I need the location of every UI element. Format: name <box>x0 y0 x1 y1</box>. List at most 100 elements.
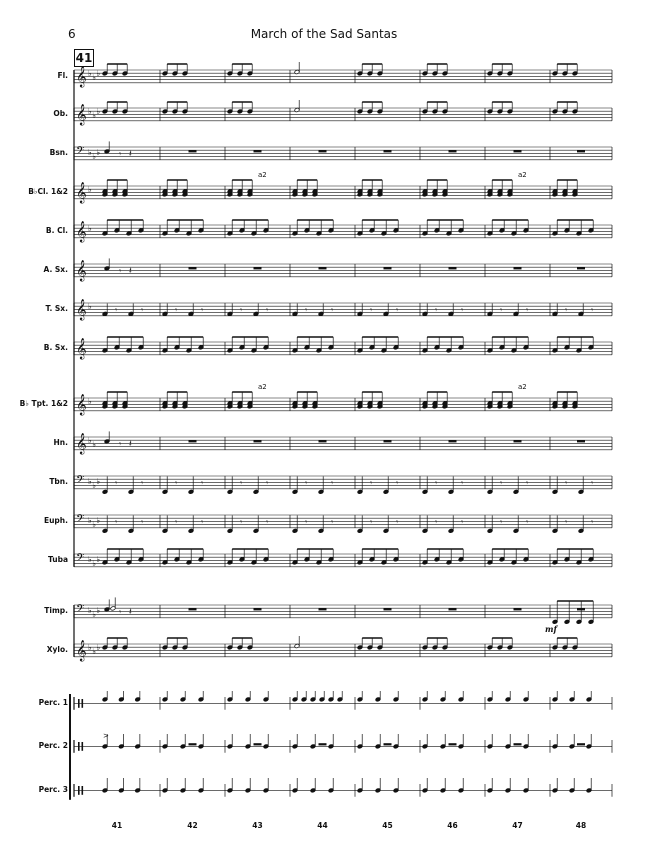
measure-number: 43 <box>252 821 263 830</box>
staff: 𝄢 ♭ ♭ ♭ <box>73 548 613 568</box>
flat-icon: ♭ <box>92 481 96 490</box>
instrument-label: A. Sx. <box>43 265 69 274</box>
whole-rest-icon <box>448 267 457 270</box>
rest-icon: 𝄾 <box>461 517 463 526</box>
flat-icon: ♭ <box>96 555 100 564</box>
percussion-clef-icon <box>81 742 84 751</box>
rest-icon: 𝄾 <box>435 517 437 526</box>
flat-icon: ♭ <box>88 107 92 116</box>
rest-icon: 𝄾 <box>119 607 121 616</box>
staff: > <box>73 732 613 753</box>
rest-icon: 𝄾 <box>396 478 398 487</box>
rest-icon: 𝄾 <box>240 478 242 487</box>
whole-rest-icon <box>448 150 457 153</box>
rest-icon: 𝄾 <box>565 305 567 314</box>
whole-rest-icon <box>577 743 585 746</box>
rest-icon: 𝄾 <box>500 517 502 526</box>
whole-rest-icon <box>318 743 327 746</box>
rest-icon: 𝄾 <box>141 517 143 526</box>
percussion-clef-icon <box>78 786 80 795</box>
whole-rest-icon <box>253 150 262 153</box>
whole-rest-icon <box>188 440 197 443</box>
flat-icon: ♭ <box>96 477 100 486</box>
flat-icon: ♭ <box>96 643 100 652</box>
rest-icon: 𝄾 <box>461 478 463 487</box>
rest-icon: 𝄾 <box>591 305 593 314</box>
measure-number: 48 <box>575 821 587 830</box>
whole-rest-icon <box>577 440 585 443</box>
rest-icon: 𝄾 <box>115 305 117 314</box>
instrument-label: Perc. 3 <box>38 785 68 794</box>
rest-icon: 𝄾 <box>370 305 372 314</box>
staff: 𝄞 ♭ ♭ ♭ <box>73 100 613 126</box>
flat-icon: ♭ <box>88 643 92 652</box>
instrument-label: B. Sx. <box>43 343 68 352</box>
staff: 𝄢 ♭ ♭ ♭ 𝄾 𝄽 <box>73 141 613 161</box>
rest-icon: 𝄾 <box>526 478 528 487</box>
rest-icon: 𝄾 <box>240 517 242 526</box>
flat-icon: ♭ <box>88 477 92 486</box>
flat-icon: ♭ <box>92 610 96 619</box>
whole-rest-icon <box>513 440 522 443</box>
a2-annotation: a2 <box>258 171 267 179</box>
whole-rest-icon <box>318 267 327 270</box>
flat-icon: ♭ <box>88 555 92 564</box>
a2-annotation: a2 <box>518 383 527 391</box>
treble-clef-icon: 𝄞 <box>76 395 87 416</box>
rest-icon: 𝄾 <box>396 517 398 526</box>
whole-rest-icon <box>513 743 522 746</box>
rest-icon: 𝄾 <box>119 149 121 158</box>
instrument-label: Timp. <box>44 606 68 615</box>
staff: 𝄞 ♭ a2 a2 <box>73 383 613 416</box>
percussion-clef-icon <box>78 742 80 751</box>
staff <box>73 778 613 797</box>
rest-icon: 𝄾 <box>331 478 333 487</box>
whole-rest-icon <box>577 150 585 153</box>
flat-icon: ♭ <box>88 148 92 157</box>
treble-clef-icon: 𝄞 <box>76 183 87 204</box>
bass-clef-icon: 𝄢 <box>76 513 84 528</box>
rest-icon: 𝄾 <box>201 305 203 314</box>
whole-rest-icon <box>253 267 262 270</box>
whole-rest-icon <box>318 608 327 611</box>
bass-clef-icon: 𝄢 <box>76 474 84 489</box>
whole-rest-icon <box>448 440 457 443</box>
rest-icon: 𝄾 <box>331 517 333 526</box>
rest-icon: 𝄾 <box>115 517 117 526</box>
percussion-clef-icon <box>78 699 80 708</box>
flat-icon: ♭ <box>92 559 96 568</box>
rest-icon: 𝄾 <box>305 478 307 487</box>
rest-icon: 𝄽 <box>129 266 132 276</box>
flat-icon: ♭ <box>88 69 92 78</box>
flat-icon: ♭ <box>96 516 100 525</box>
flat-icon: ♭ <box>88 302 92 311</box>
flat-icon: ♭ <box>92 647 96 656</box>
rest-icon: 𝄽 <box>129 149 132 159</box>
staff: 𝄞 <box>73 336 613 360</box>
rest-icon: 𝄾 <box>240 305 242 314</box>
whole-rest-icon <box>188 150 197 153</box>
instrument-label: B. Cl. <box>45 226 68 235</box>
measure-number: 42 <box>187 821 198 830</box>
rest-icon: 𝄾 <box>500 305 502 314</box>
rest-icon: 𝄾 <box>370 517 372 526</box>
percussion-clef-icon <box>81 786 84 795</box>
instrument-label: Perc. 2 <box>38 741 68 750</box>
treble-clef-icon: 𝄞 <box>76 339 87 360</box>
rest-icon: 𝄾 <box>305 517 307 526</box>
treble-clef-icon: 𝄞 <box>76 222 87 243</box>
instrument-label: Bsn. <box>49 148 68 157</box>
flat-icon: ♭ <box>88 185 92 194</box>
rest-icon: 𝄾 <box>175 305 177 314</box>
treble-clef-icon: 𝄞 <box>76 67 87 88</box>
rest-icon: 𝄾 <box>396 305 398 314</box>
staff: 𝄞 ♭ ♭ ♭ <box>73 636 613 662</box>
instrument-label: Fl. <box>57 71 68 80</box>
rest-icon: 𝄾 <box>461 305 463 314</box>
a2-annotation: a2 <box>518 171 527 179</box>
rest-icon: 𝄾 <box>175 517 177 526</box>
rest-icon: 𝄾 <box>500 478 502 487</box>
whole-rest-icon <box>448 743 457 746</box>
page-number: 6 <box>68 27 76 41</box>
rest-icon: 𝄽 <box>129 439 132 449</box>
